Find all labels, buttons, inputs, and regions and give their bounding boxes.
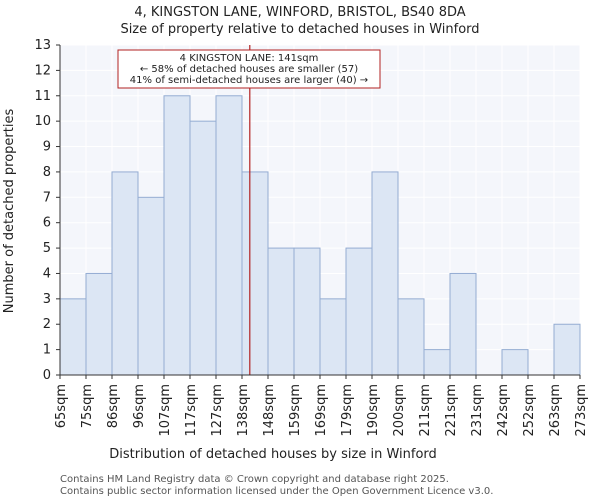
x-tick-label: 263sqm bbox=[548, 384, 563, 437]
bar bbox=[449, 272, 477, 376]
y-tick-label: 7 bbox=[43, 190, 51, 205]
y-tick-label: 6 bbox=[43, 216, 51, 231]
y-tick-label: 11 bbox=[34, 89, 51, 104]
bar bbox=[215, 95, 243, 376]
y-tick-label: 1 bbox=[43, 343, 51, 358]
x-tick-label: 117sqm bbox=[184, 384, 199, 437]
x-tick-label: 138sqm bbox=[236, 384, 251, 437]
bar bbox=[189, 120, 217, 376]
bar bbox=[397, 298, 425, 376]
x-tick-label: 252sqm bbox=[522, 384, 537, 437]
bar bbox=[137, 196, 165, 376]
bar bbox=[59, 298, 87, 376]
x-tick-label: 86sqm bbox=[106, 384, 121, 428]
annotation-line: 4 KINGSTON LANE: 141sqm bbox=[180, 53, 319, 64]
bar bbox=[163, 95, 191, 376]
x-tick-label: 273sqm bbox=[574, 384, 589, 437]
y-tick-label: 10 bbox=[34, 114, 51, 129]
x-tick-label: 75sqm bbox=[80, 384, 95, 428]
bar bbox=[345, 247, 373, 376]
bar bbox=[319, 298, 347, 376]
x-tick-label: 221sqm bbox=[444, 384, 459, 437]
x-tick-label: 179sqm bbox=[340, 384, 355, 437]
footer-line: Contains public sector information licen… bbox=[60, 486, 493, 497]
y-tick-label: 2 bbox=[43, 317, 51, 332]
y-tick-label: 12 bbox=[34, 63, 51, 78]
chart-subtitle: Size of property relative to detached ho… bbox=[120, 22, 479, 37]
x-tick-label: 190sqm bbox=[366, 384, 381, 437]
x-tick-label: 159sqm bbox=[288, 384, 303, 437]
annotation-line: 41% of semi-detached houses are larger (… bbox=[130, 75, 368, 86]
bar bbox=[267, 247, 295, 376]
x-tick-label: 148sqm bbox=[262, 384, 277, 437]
y-tick-label: 4 bbox=[43, 266, 51, 281]
bar bbox=[371, 171, 399, 376]
x-tick-label: 242sqm bbox=[496, 384, 511, 437]
x-tick-label: 231sqm bbox=[470, 384, 485, 437]
annotation-line: ← 58% of detached houses are smaller (57… bbox=[140, 64, 358, 75]
x-tick-label: 200sqm bbox=[392, 384, 407, 437]
bar bbox=[241, 171, 269, 376]
x-tick-label: 107sqm bbox=[158, 384, 173, 437]
footer-line: Contains HM Land Registry data © Crown c… bbox=[60, 474, 449, 485]
bars bbox=[59, 95, 581, 376]
bar bbox=[423, 349, 451, 376]
annotation: 4 KINGSTON LANE: 141sqm ← 58% of detache… bbox=[117, 49, 381, 89]
x-tick-label: 127sqm bbox=[210, 384, 225, 437]
y-axis-label: Number of detached properties bbox=[2, 109, 17, 314]
x-tick-label: 96sqm bbox=[132, 384, 147, 428]
y-tick-label: 0 bbox=[43, 368, 51, 383]
x-axis-label: Distribution of detached houses by size … bbox=[109, 447, 437, 462]
y-tick-label: 3 bbox=[43, 292, 51, 307]
bar bbox=[293, 247, 321, 376]
annotation-box bbox=[117, 49, 381, 89]
x-tick-label: 169sqm bbox=[314, 384, 329, 437]
chart-title: 4, KINGSTON LANE, WINFORD, BRISTOL, BS40… bbox=[134, 5, 465, 20]
bar bbox=[501, 349, 529, 376]
y-tick-label: 8 bbox=[43, 165, 51, 180]
x-tick-label: 211sqm bbox=[418, 384, 433, 437]
y-tick-label: 13 bbox=[34, 38, 51, 53]
y-tick-label: 5 bbox=[43, 241, 51, 256]
bar bbox=[111, 171, 139, 376]
bar bbox=[553, 323, 581, 376]
x-axis: 65sqm 75sqm 86sqm 96sqm 107sqm 117sqm 127sqm 13… bbox=[54, 374, 589, 437]
y-tick-label: 9 bbox=[43, 140, 51, 155]
x-tick-label: 65sqm bbox=[54, 384, 69, 428]
bar bbox=[85, 272, 113, 376]
